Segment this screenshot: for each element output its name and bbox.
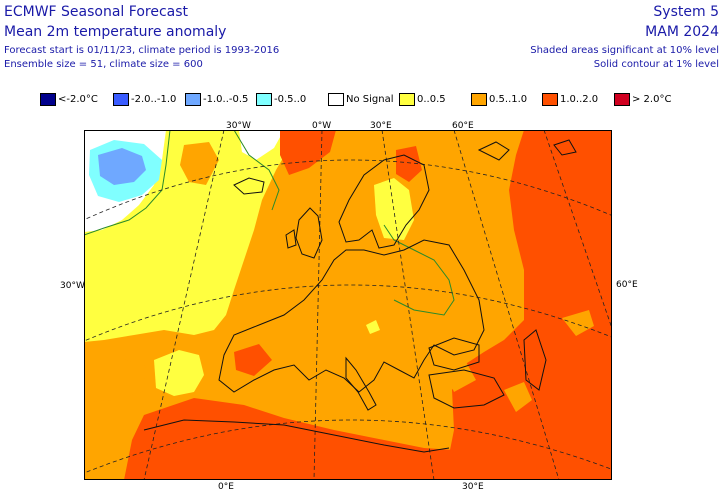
axis-label-right: 60°E xyxy=(616,280,638,290)
significance-contour xyxy=(383,224,455,316)
axis-label-top-30w: 30°W xyxy=(226,121,251,131)
field-red-south xyxy=(124,398,464,480)
legend-swatch xyxy=(471,93,487,106)
field-blue-light xyxy=(98,148,146,185)
legend-swatch xyxy=(40,93,56,106)
field-red-east xyxy=(444,130,612,480)
field-orange-island xyxy=(562,310,594,336)
axis-label-top-60e: 60°E xyxy=(452,121,474,131)
system-label: System 5 xyxy=(653,4,719,20)
map-frame xyxy=(84,130,612,480)
legend-label: 0..0.5 xyxy=(417,94,446,105)
axis-label-bottom-0e: 0°E xyxy=(218,482,234,492)
significance-contour xyxy=(84,130,171,236)
map-title: ECMWF Seasonal Forecast xyxy=(4,4,189,20)
legend-label: > 2.0°C xyxy=(632,94,672,105)
axis-label-top-0: 0°W xyxy=(312,121,332,131)
axis-label-bottom-30e: 30°E xyxy=(462,482,484,492)
legend-swatch xyxy=(542,93,558,106)
field-orange-island xyxy=(504,382,532,412)
legend-label: 1.0..2.0 xyxy=(560,94,599,105)
field-orange-patch xyxy=(84,356,146,402)
legend-label: 0.5..1.0 xyxy=(489,94,528,105)
axis-label-top-30e: 30°E xyxy=(370,121,392,131)
field-red-spot xyxy=(234,344,272,376)
map-subtitle: Mean 2m temperature anomaly xyxy=(4,24,227,40)
legend-label: <-2.0°C xyxy=(58,94,98,105)
legend-label: -0.5..0 xyxy=(274,94,307,105)
legend-label: -1.0..-0.5 xyxy=(203,94,249,105)
contour-note: Solid contour at 1% level xyxy=(593,59,719,70)
coastlines xyxy=(143,139,577,453)
field-yellow-spot xyxy=(366,320,380,334)
significance-contour xyxy=(233,130,280,211)
field-red-north xyxy=(280,130,336,175)
legend-swatch xyxy=(185,93,201,106)
field-orange-patch xyxy=(180,142,219,185)
graticule xyxy=(84,130,612,480)
forecast-info: Forecast start is 01/11/23, climate peri… xyxy=(4,45,280,56)
anomaly-map xyxy=(84,130,612,480)
field-white-top xyxy=(239,130,284,160)
field-yellow-iberia xyxy=(154,350,204,396)
period-label: MAM 2024 xyxy=(645,24,719,40)
legend-swatch xyxy=(256,93,272,106)
axis-label-left: 30°W xyxy=(60,281,85,291)
legend-label: -2.0..-1.0 xyxy=(131,94,177,105)
shading-note: Shaded areas significant at 10% level xyxy=(530,45,719,56)
legend-swatch xyxy=(614,93,630,106)
legend-swatch xyxy=(328,93,344,106)
legend-swatch xyxy=(399,93,415,106)
ensemble-info: Ensemble size = 51, climate size = 600 xyxy=(4,59,203,70)
legend-label: No Signal xyxy=(346,94,394,105)
legend-swatch xyxy=(113,93,129,106)
